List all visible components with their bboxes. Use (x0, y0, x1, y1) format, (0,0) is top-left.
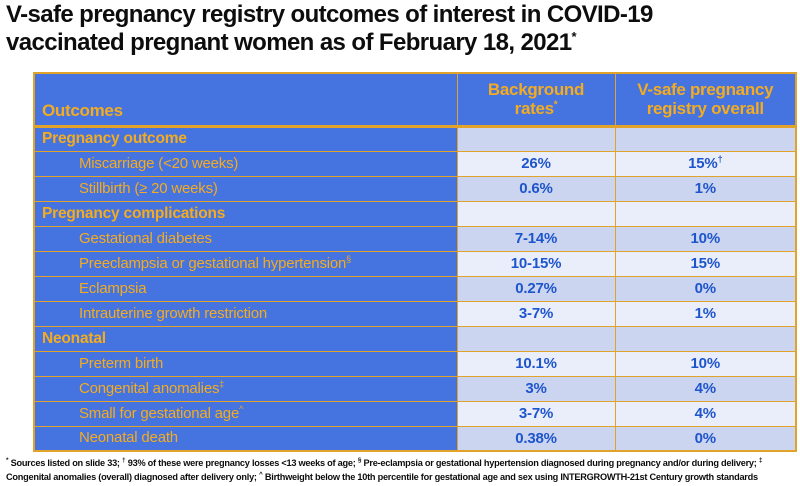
page-title: V-safe pregnancy registry outcomes of in… (6, 1, 653, 57)
title-line-2: vaccinated pregnant women as of February… (6, 29, 577, 56)
outcomes-table: Outcomes Background rates* V-safe pregna… (33, 72, 797, 452)
background-rate-value: 0.38% (456, 425, 616, 452)
empty-cell (456, 200, 616, 227)
section-row-pregnancy-complications: Pregnancy complications (33, 200, 797, 227)
vsafe-value: 1% (614, 175, 797, 202)
vsafe-value: 0% (614, 425, 797, 452)
section-label: Neonatal (33, 325, 458, 352)
background-rate-value: 0.27% (456, 275, 616, 302)
empty-cell (456, 125, 616, 152)
vsafe-value: 4% (614, 400, 797, 427)
outcome-label: Small for gestational age^ (33, 400, 458, 427)
double-dagger-superscript: ‡ (219, 378, 225, 389)
section-label: Pregnancy outcome (33, 125, 458, 152)
title-asterisk: * (571, 29, 577, 44)
table-row-congenital-anomalies: Congenital anomalies‡ 3% 4% (33, 375, 797, 402)
empty-cell (614, 325, 797, 352)
background-rate-value: 3-7% (456, 300, 616, 327)
background-rate-value: 7-14% (456, 225, 616, 252)
background-rate-value: 10.1% (456, 350, 616, 377)
dagger-superscript: † (717, 154, 723, 164)
header-outcomes: Outcomes (33, 72, 458, 128)
vsafe-value: 0% (614, 275, 797, 302)
table-row-stillbirth: Stillbirth (≥ 20 weeks) 0.6% 1% (33, 175, 797, 202)
background-rate-value: 0.6% (456, 175, 616, 202)
vsafe-value: 10% (614, 225, 797, 252)
vsafe-value: 4% (614, 375, 797, 402)
table-row-preterm-birth: Preterm birth 10.1% 10% (33, 350, 797, 377)
outcome-label: Intrauterine growth restriction (33, 300, 458, 327)
header-vsafe-registry: V-safe pregnancy registry overall (614, 72, 797, 128)
header-asterisk: * (553, 99, 558, 111)
outcome-label: Preeclampsia or gestational hypertension… (33, 250, 458, 277)
empty-cell (614, 125, 797, 152)
outcome-label: Preterm birth (33, 350, 458, 377)
outcome-label: Stillbirth (≥ 20 weeks) (33, 175, 458, 202)
caret-superscript: ^ (239, 403, 244, 414)
section-label: Pregnancy complications (33, 200, 458, 227)
background-rate-value: 26% (456, 150, 616, 177)
vsafe-value: 10% (614, 350, 797, 377)
outcome-label: Neonatal death (33, 425, 458, 452)
background-rate-value: 3% (456, 375, 616, 402)
background-rate-value: 3-7% (456, 400, 616, 427)
empty-cell (456, 325, 616, 352)
table-row-miscarriage: Miscarriage (<20 weeks) 26% 15%† (33, 150, 797, 177)
table-row-small-for-gestational-age: Small for gestational age^ 3-7% 4% (33, 400, 797, 427)
outcome-label: Congenital anomalies‡ (33, 375, 458, 402)
empty-cell (614, 200, 797, 227)
section-row-pregnancy-outcome: Pregnancy outcome (33, 125, 797, 152)
title-line-1: V-safe pregnancy registry outcomes of in… (6, 1, 653, 28)
table-row-gestational-diabetes: Gestational diabetes 7-14% 10% (33, 225, 797, 252)
table-row-eclampsia: Eclampsia 0.27% 0% (33, 275, 797, 302)
header-background-rates: Background rates* (456, 72, 616, 128)
outcome-label: Gestational diabetes (33, 225, 458, 252)
background-rate-value: 10-15% (456, 250, 616, 277)
table-row-preeclampsia: Preeclampsia or gestational hypertension… (33, 250, 797, 277)
table-row-intrauterine-growth-restriction: Intrauterine growth restriction 3-7% 1% (33, 300, 797, 327)
vsafe-value: 15% (614, 250, 797, 277)
footnote: * Sources listed on slide 33; † 93% of t… (6, 456, 798, 484)
outcome-label: Miscarriage (<20 weeks) (33, 150, 458, 177)
footnote-line-1: * Sources listed on slide 33; † 93% of t… (6, 456, 763, 468)
vsafe-value: 1% (614, 300, 797, 327)
footnote-line-2: Congenital anomalies (overall) diagnosed… (6, 470, 758, 482)
header-row: Outcomes Background rates* V-safe pregna… (33, 72, 797, 128)
outcomes-table-wrapper: Outcomes Background rates* V-safe pregna… (33, 72, 797, 452)
outcome-label: Eclampsia (33, 275, 458, 302)
table-row-neonatal-death: Neonatal death 0.38% 0% (33, 425, 797, 452)
vsafe-value: 15%† (614, 150, 797, 177)
section-row-neonatal: Neonatal (33, 325, 797, 352)
section-sign-superscript: § (346, 253, 351, 264)
